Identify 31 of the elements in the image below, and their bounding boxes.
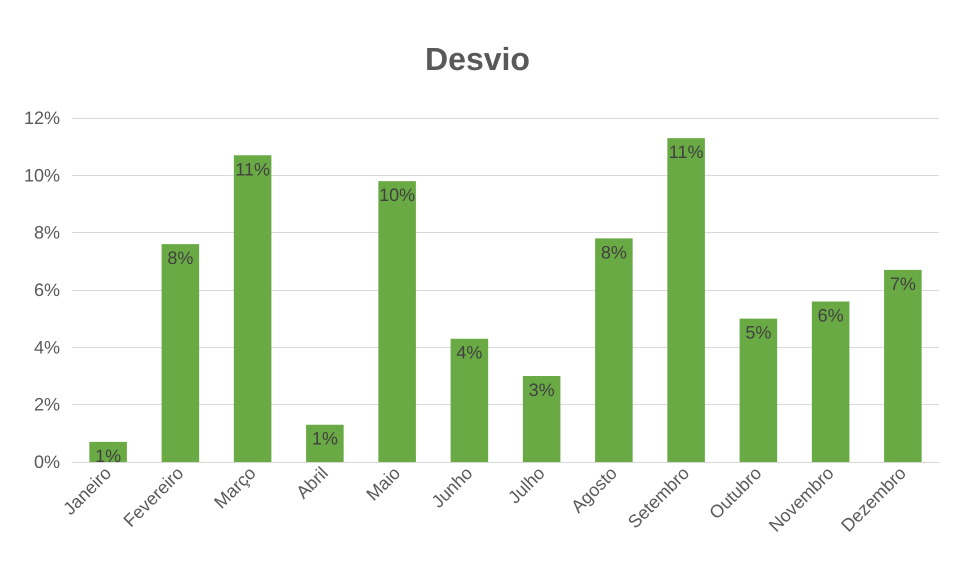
y-tick-label: 2% xyxy=(34,394,60,415)
data-label: 8% xyxy=(600,242,627,262)
y-tick-label: 6% xyxy=(34,280,60,300)
bar xyxy=(234,155,272,462)
bar xyxy=(884,270,922,462)
data-label: 3% xyxy=(528,380,555,400)
bar xyxy=(740,318,778,462)
data-label: 5% xyxy=(745,322,772,343)
chart-title: Desvio xyxy=(425,41,530,77)
data-label: 6% xyxy=(818,305,844,326)
bar xyxy=(522,376,560,462)
data-label: 8% xyxy=(167,248,194,268)
y-tick-label: 0% xyxy=(34,452,60,472)
data-label: 7% xyxy=(890,274,916,294)
data-label: 11% xyxy=(668,142,704,162)
bar xyxy=(306,424,344,462)
bar xyxy=(595,238,633,462)
y-tick-label: 4% xyxy=(34,337,60,358)
bar xyxy=(667,138,705,462)
data-label: 11% xyxy=(235,159,270,180)
y-tick-label: 10% xyxy=(24,165,60,186)
data-label: 4% xyxy=(456,342,482,363)
data-label: 10% xyxy=(379,185,416,206)
bar xyxy=(378,181,416,462)
bar xyxy=(812,301,850,462)
bar xyxy=(450,338,488,462)
data-label: 1% xyxy=(312,428,338,449)
y-tick-label: 12% xyxy=(24,108,60,128)
bar xyxy=(162,244,200,462)
y-tick-label: 8% xyxy=(34,222,60,243)
data-label: 1% xyxy=(95,446,122,466)
